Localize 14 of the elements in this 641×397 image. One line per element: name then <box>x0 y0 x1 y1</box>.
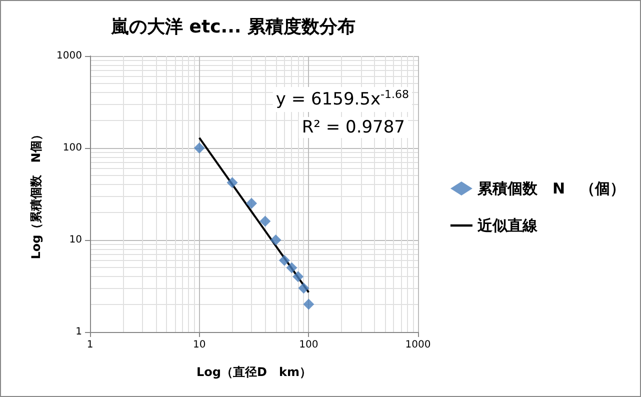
x-tick-label: 1 <box>86 340 94 350</box>
x-tick-label: 10 <box>192 340 206 350</box>
y-tick-label: 100 <box>62 142 82 154</box>
legend-label: 近似直線 <box>476 216 538 234</box>
annotation: R² = 0.9787 <box>302 118 406 138</box>
y-tick-label: 1000 <box>56 50 82 62</box>
legend-label: 累積個数 N （個） <box>476 180 626 198</box>
x-axis-title: Log（直径D km） <box>196 365 312 379</box>
chart-title: 嵐の大洋 etc... 累積度数分布 <box>110 16 356 38</box>
x-tick-label: 100 <box>299 340 318 350</box>
y-tick-label: 10 <box>69 234 82 246</box>
x-tick-label: 1000 <box>405 340 431 350</box>
y-axis-title: Log（累積個数 N個） <box>29 128 43 260</box>
y-tick-label: 1 <box>76 326 82 338</box>
